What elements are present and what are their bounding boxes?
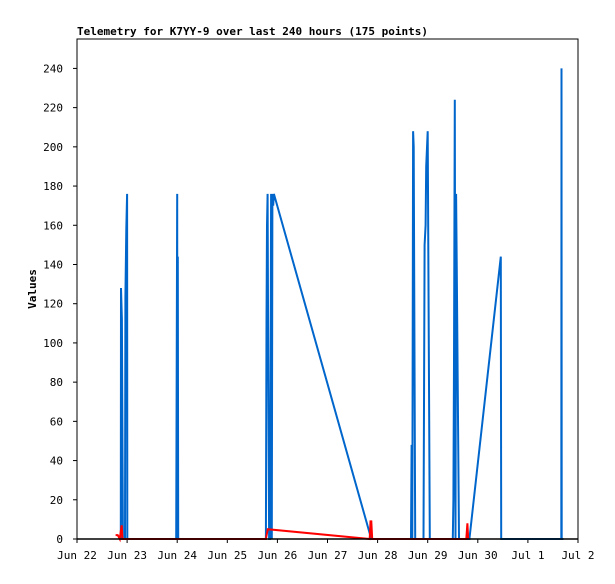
x-tick-label: Jul 2: [561, 549, 594, 562]
y-tick-label: 100: [43, 337, 63, 350]
x-tick-label: Jun 22: [57, 549, 97, 562]
x-tick-label: Jun 24: [157, 549, 197, 562]
series-layer: [77, 68, 578, 543]
x-tick-label: Jun 28: [358, 549, 398, 562]
plot-area: [76, 38, 579, 540]
y-tick-label: 200: [43, 141, 63, 154]
y-tick-label: 0: [56, 533, 63, 546]
x-tick-label: Jun 26: [258, 549, 298, 562]
y-tick-label: 120: [43, 298, 63, 311]
y-tick-label: 160: [43, 219, 63, 232]
x-tick-label: Jun 25: [207, 549, 247, 562]
x-tick-label: Jun 30: [458, 549, 498, 562]
x-tick-label: Jun 27: [308, 549, 348, 562]
y-tick-label: 20: [50, 494, 63, 507]
chart-title: Telemetry for K7YY-9 over last 240 hours…: [77, 25, 428, 38]
y-tick-label: 60: [50, 415, 63, 428]
y-tick-label: 40: [50, 455, 63, 468]
y-axis: 0 20 40 60 80 100 120 140 160 180 200 220 240: [43, 62, 77, 546]
y-axis-label: Values: [26, 269, 39, 309]
y-tick-label: 80: [50, 376, 63, 389]
x-axis: Jun 22 Jun 23 Jun 24 Jun 25 Jun 26 Jun 27 Jun …: [57, 539, 595, 562]
y-tick-label: 240: [43, 62, 63, 75]
y-tick-label: 220: [43, 102, 63, 115]
x-tick-label: Jun 23: [107, 549, 147, 562]
y-tick-label: 140: [43, 258, 63, 271]
y-tick-label: 180: [43, 180, 63, 193]
x-tick-label: Jun 29: [408, 549, 448, 562]
x-tick-label: Jul 1: [511, 549, 544, 562]
